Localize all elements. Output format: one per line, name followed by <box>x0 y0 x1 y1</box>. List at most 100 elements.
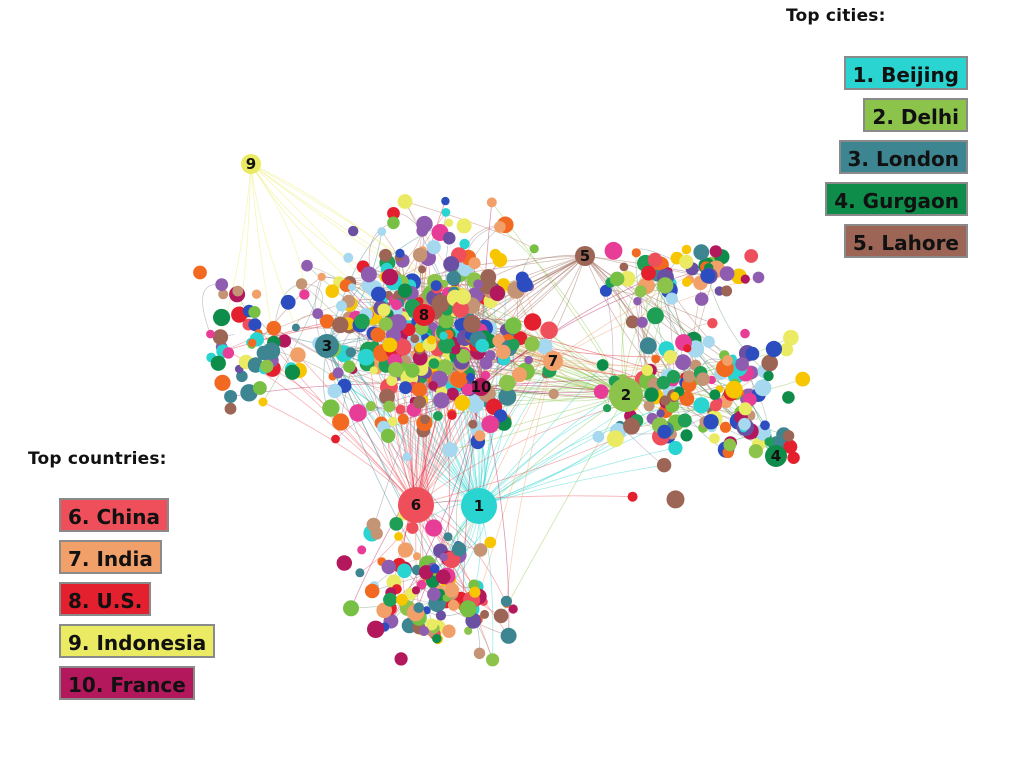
network-node <box>651 354 661 364</box>
network-node <box>468 419 478 429</box>
network-node <box>500 627 517 644</box>
network-node <box>438 313 454 329</box>
network-node <box>439 331 448 340</box>
network-node <box>413 395 427 409</box>
network-node <box>355 568 365 578</box>
network-node <box>394 532 403 541</box>
network-node <box>455 289 471 305</box>
network-node <box>466 372 475 382</box>
network-node <box>592 430 605 443</box>
network-node <box>469 586 481 598</box>
network-node <box>212 329 229 345</box>
network-node <box>719 421 732 433</box>
network-node <box>397 194 413 209</box>
network-node <box>377 227 387 236</box>
network-node <box>709 245 722 258</box>
network-node <box>783 439 798 454</box>
edge <box>453 255 586 387</box>
legend-city-lahore: 5. Lahore <box>843 224 968 258</box>
hub-layer: 1 2 3 4 5 6 7 8 9 10 <box>241 154 787 524</box>
network-node <box>438 336 456 354</box>
hub-label-10: 10 <box>471 378 492 396</box>
network-node <box>719 266 735 281</box>
network-node <box>489 285 506 301</box>
network-node <box>416 579 427 590</box>
network-node <box>343 360 356 373</box>
network-node <box>481 370 491 380</box>
edge <box>605 290 694 340</box>
network-node <box>663 350 678 364</box>
network-node <box>343 252 354 263</box>
node-layer <box>193 194 811 667</box>
edge <box>457 360 554 556</box>
network-node <box>709 389 721 401</box>
network-node <box>248 306 261 319</box>
network-node <box>395 248 405 258</box>
network-node <box>277 334 292 348</box>
network-node <box>782 430 795 442</box>
network-node <box>703 414 719 430</box>
network-node <box>383 592 398 607</box>
network-node <box>410 334 420 344</box>
network-node <box>381 268 399 286</box>
network-node <box>754 379 772 397</box>
network-node <box>322 399 340 417</box>
edge <box>440 394 627 552</box>
edge <box>450 394 627 451</box>
network-node <box>426 240 441 255</box>
network-node <box>641 364 653 376</box>
network-node <box>377 303 391 317</box>
edge <box>707 276 766 372</box>
network-node <box>456 349 471 364</box>
network-node <box>447 410 457 420</box>
network-node <box>371 286 387 302</box>
network-node <box>441 196 450 206</box>
network-node <box>484 536 497 549</box>
hub-node-8 <box>413 304 435 326</box>
edge <box>584 255 712 423</box>
network-node <box>486 653 500 667</box>
network-node <box>394 652 408 666</box>
legend-city-gurgaon: 4. Gurgaon <box>825 182 968 216</box>
network-node <box>666 370 681 384</box>
network-node <box>381 559 396 575</box>
network-node <box>317 272 326 281</box>
hub-label-7: 7 <box>548 352 558 370</box>
network-node <box>391 299 402 311</box>
network-node <box>480 609 490 619</box>
network-node <box>444 582 460 598</box>
network-node <box>348 283 356 292</box>
network-node <box>406 521 419 534</box>
network-node <box>370 327 386 343</box>
edge <box>480 275 658 388</box>
network-node <box>382 337 398 353</box>
network-node <box>504 317 522 335</box>
network-node <box>413 602 425 613</box>
network-node <box>193 265 207 280</box>
network-node <box>735 357 749 372</box>
network-node <box>232 285 244 297</box>
network-node <box>397 283 413 298</box>
network-node <box>721 285 733 297</box>
network-node <box>680 429 693 442</box>
network-node <box>312 308 324 319</box>
network-node <box>723 438 737 452</box>
network-node <box>677 413 692 428</box>
edge <box>503 255 586 424</box>
network-node <box>745 346 760 361</box>
network-node <box>336 555 352 571</box>
network-node <box>260 359 274 373</box>
network-node <box>446 270 462 286</box>
network-node <box>336 300 347 312</box>
network-node <box>427 587 441 601</box>
network-node <box>619 262 629 272</box>
network-node <box>418 565 434 580</box>
network-node <box>365 401 376 412</box>
network-node <box>473 543 488 557</box>
network-node <box>498 387 517 406</box>
hub-node-7 <box>543 351 563 371</box>
network-node <box>744 249 759 263</box>
network-node <box>387 207 400 220</box>
